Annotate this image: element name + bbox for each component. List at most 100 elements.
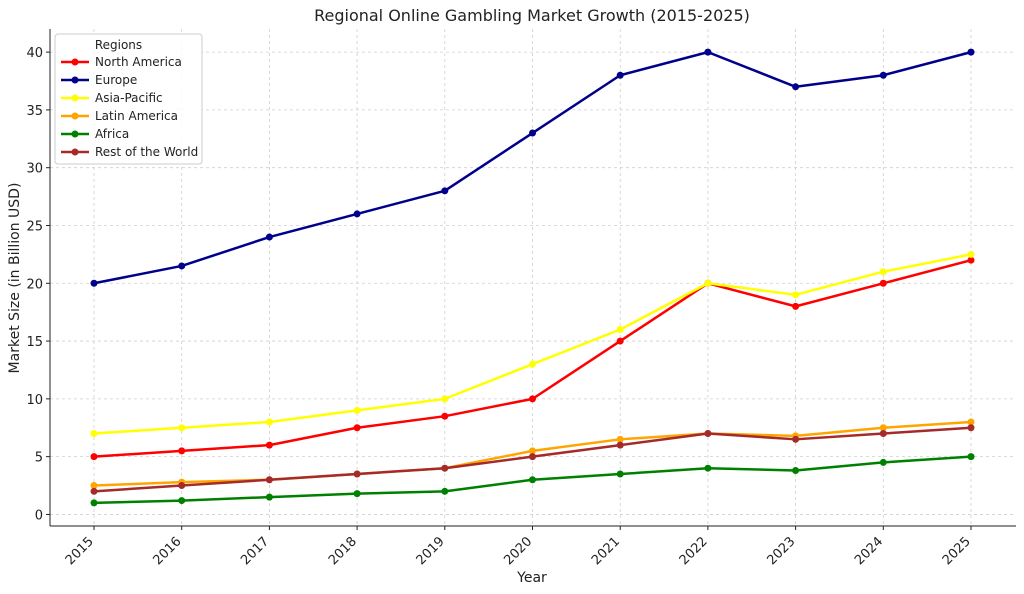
- legend-label: Europe: [95, 73, 137, 87]
- data-point: [178, 262, 186, 270]
- data-point: [265, 418, 273, 426]
- x-tick-label: 2017: [238, 534, 272, 568]
- y-tick-label: 25: [26, 219, 43, 234]
- chart-title: Regional Online Gambling Market Growth (…: [314, 6, 750, 25]
- y-tick-label: 15: [26, 335, 43, 350]
- data-point: [879, 430, 887, 438]
- legend-label: Rest of the World: [95, 145, 198, 159]
- data-point: [441, 187, 449, 195]
- series-asia-pacific: [90, 250, 975, 438]
- data-point: [90, 279, 98, 287]
- data-point: [90, 499, 98, 507]
- data-point: [529, 476, 536, 484]
- legend-label: North America: [95, 55, 182, 69]
- legend-swatch-marker: [71, 130, 79, 138]
- x-tick-label: 2018: [326, 534, 360, 568]
- data-point: [616, 441, 624, 449]
- legend-swatch-marker: [71, 58, 79, 66]
- y-tick-label: 20: [26, 277, 43, 292]
- series-rest-of-the-world: [90, 424, 975, 495]
- data-point: [441, 395, 449, 403]
- data-point: [178, 482, 186, 490]
- data-point: [178, 497, 186, 505]
- data-point: [792, 435, 800, 443]
- x-tick-label: 2022: [677, 534, 711, 568]
- data-point: [90, 453, 98, 461]
- data-point: [879, 424, 887, 432]
- x-tick-label: 2023: [764, 534, 798, 568]
- data-point: [616, 71, 624, 79]
- x-tick-label: 2024: [852, 534, 886, 568]
- legend-title: Regions: [95, 38, 142, 52]
- data-point: [879, 458, 887, 466]
- legend-item: Rest of the World: [61, 145, 198, 159]
- legend-item: North America: [61, 55, 182, 69]
- x-axis-label: Year: [516, 570, 547, 586]
- data-point: [353, 490, 361, 498]
- data-point: [704, 48, 712, 56]
- data-point: [265, 233, 273, 241]
- data-point: [967, 256, 975, 264]
- data-point: [90, 430, 98, 438]
- data-point: [879, 71, 887, 79]
- data-point: [792, 291, 800, 299]
- x-tick-label: 2025: [940, 534, 974, 568]
- legend-swatch-marker: [71, 148, 79, 156]
- data-point: [441, 487, 449, 495]
- data-point: [529, 129, 536, 137]
- data-point: [616, 326, 624, 334]
- data-point: [704, 464, 712, 472]
- data-point: [616, 470, 624, 478]
- legend-label: Latin America: [95, 109, 178, 123]
- data-point: [616, 435, 624, 443]
- data-point: [441, 412, 449, 420]
- y-tick-label: 10: [26, 393, 43, 408]
- y-tick-label: 5: [35, 451, 43, 466]
- legend-item: Africa: [61, 127, 129, 141]
- data-point: [967, 453, 975, 461]
- series-europe: [90, 48, 975, 287]
- data-point: [704, 430, 712, 438]
- data-point: [178, 424, 186, 432]
- data-point: [792, 83, 800, 91]
- series-africa: [90, 453, 975, 507]
- data-point: [529, 447, 536, 455]
- legend-item: Asia-Pacific: [61, 91, 163, 105]
- data-point: [967, 48, 975, 56]
- y-tick-label: 30: [26, 162, 43, 177]
- data-point: [178, 447, 186, 455]
- data-point: [529, 360, 536, 368]
- data-point: [90, 487, 98, 495]
- y-tick-label: 0: [35, 508, 43, 523]
- data-point: [879, 279, 887, 287]
- data-point: [879, 268, 887, 276]
- data-point: [967, 418, 975, 426]
- x-tick-label: 2019: [414, 534, 448, 568]
- legend: Regions North America Europe Asia-Pacific La…: [54, 33, 203, 165]
- y-axis-label: Market Size (in Billion USD): [7, 183, 23, 374]
- data-point: [353, 406, 361, 414]
- data-point: [441, 464, 449, 472]
- x-tick-label: 2016: [151, 534, 185, 568]
- y-tick-label: 35: [26, 104, 43, 119]
- data-point: [616, 337, 624, 345]
- legend-swatch-marker: [71, 112, 79, 120]
- data-point: [353, 424, 361, 432]
- legend-item: Latin America: [61, 109, 178, 123]
- data-point: [529, 453, 536, 461]
- data-point: [265, 476, 273, 484]
- y-tick-label: 40: [26, 46, 43, 61]
- legend-swatch-marker: [71, 76, 79, 84]
- legend-label: Asia-Pacific: [95, 91, 163, 105]
- data-point: [792, 467, 800, 475]
- data-point: [353, 470, 361, 478]
- data-point: [529, 395, 536, 403]
- data-point: [265, 441, 273, 449]
- legend-box: [54, 33, 203, 165]
- data-point: [792, 302, 800, 310]
- data-point: [265, 493, 273, 501]
- legend-swatch-marker: [71, 94, 79, 102]
- data-point: [967, 250, 975, 258]
- data-point: [704, 279, 712, 287]
